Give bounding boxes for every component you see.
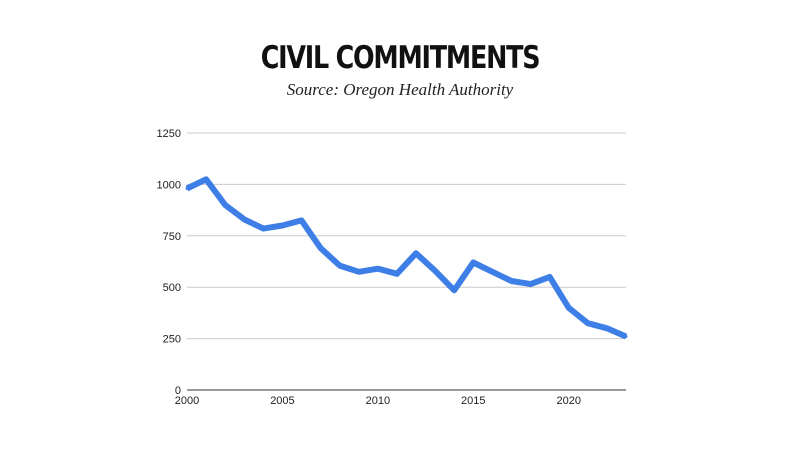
data-point — [185, 187, 189, 191]
data-point — [223, 203, 227, 207]
x-tick-label: 2005 — [270, 395, 294, 407]
chart-subtitle: Source: Oregon Health Authority — [286, 80, 514, 99]
y-tick-label: 0 — [175, 385, 181, 397]
data-point — [471, 261, 475, 265]
chart-title: CIVIL COMMITMENTS — [260, 40, 541, 76]
data-point — [204, 177, 208, 181]
y-tick-label: 250 — [163, 334, 181, 346]
y-tick-label: 750 — [163, 231, 181, 243]
data-point — [242, 217, 246, 221]
data-point — [414, 251, 418, 255]
x-tick-label: 2020 — [556, 395, 580, 407]
data-point — [376, 267, 380, 271]
x-tick-label: 2010 — [366, 395, 390, 407]
x-axis-ticks: 2000 2005 2010 2015 2020 — [175, 395, 581, 407]
y-axis-ticks: 0 250 500 750 1000 1250 — [157, 128, 181, 397]
data-point — [300, 218, 304, 222]
y-tick-label: 1250 — [157, 128, 181, 140]
data-point — [548, 275, 552, 279]
x-tick-label: 2015 — [461, 395, 485, 407]
data-point — [624, 335, 628, 339]
data-point — [395, 272, 399, 276]
data-point — [319, 246, 323, 250]
data-point — [280, 224, 284, 228]
data-point — [261, 227, 265, 231]
gridlines — [187, 132, 626, 391]
data-point — [605, 326, 609, 330]
data-point — [586, 321, 590, 325]
data-point — [357, 270, 361, 274]
data-point — [490, 270, 494, 274]
data-point — [567, 306, 571, 310]
data-point — [338, 264, 342, 268]
series-group — [185, 176, 628, 340]
data-point — [452, 288, 456, 292]
series-line — [185, 176, 628, 340]
y-tick-label: 1000 — [157, 179, 181, 191]
y-tick-label: 500 — [163, 282, 181, 294]
data-point — [433, 269, 437, 273]
x-tick-label: 2000 — [175, 395, 199, 407]
data-point — [509, 279, 513, 283]
data-point — [529, 282, 533, 286]
